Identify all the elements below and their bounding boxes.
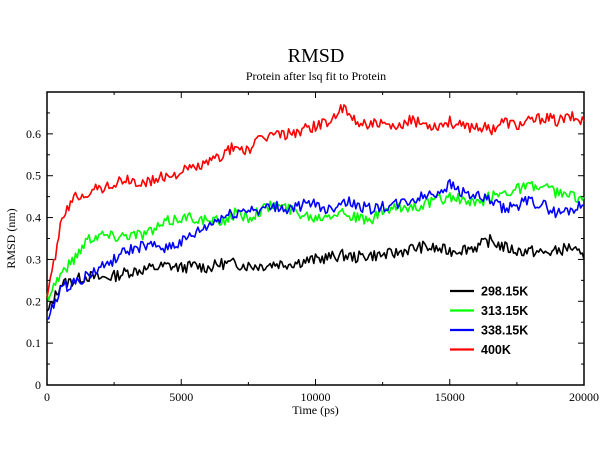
y-tick-label: 0.1 (26, 336, 41, 350)
x-tick-label: 0 (44, 390, 50, 404)
legend-label: 338.15K (481, 324, 528, 338)
y-tick-label: 0.2 (26, 294, 41, 308)
series-layer (46, 104, 585, 320)
series-line (46, 180, 585, 301)
series-line (46, 234, 585, 312)
legend-item: 298.15K (450, 285, 528, 299)
x-tick-label: 5000 (169, 390, 193, 404)
legend-item: 400K (450, 343, 511, 357)
legend-label: 298.15K (481, 285, 528, 299)
series-400K (46, 104, 585, 298)
legend-item: 338.15K (450, 324, 528, 338)
y-axis-label: RMSD (nm) (4, 208, 18, 268)
x-axis: 0 5000 10000 15000 20000 (44, 92, 599, 404)
series-line (46, 178, 585, 320)
legend-item: 313.15K (450, 304, 528, 318)
y-tick-label: 0.6 (26, 127, 41, 141)
chart-title: RMSD (288, 45, 345, 67)
y-tick-label: 0.4 (26, 211, 41, 225)
chart-subtitle: Protein after lsq fit to Protein (246, 69, 386, 83)
x-axis-label: Time (ps) (292, 403, 339, 417)
legend: 298.15K 313.15K 338.15K 400K (450, 285, 528, 357)
legend-label: 400K (481, 343, 511, 357)
x-tick-label: 20000 (569, 390, 599, 404)
legend-label: 313.15K (481, 304, 528, 318)
y-tick-label: 0.5 (26, 169, 41, 183)
y-axis: 0 0.1 0.2 0.3 0.4 0.5 0.6 (26, 112, 584, 392)
x-tick-label: 10000 (301, 390, 331, 404)
series-line (46, 104, 585, 298)
y-tick-label: 0.3 (26, 252, 41, 266)
series-338.15K (46, 178, 585, 320)
y-tick-label: 0 (35, 378, 41, 392)
x-tick-label: 15000 (435, 390, 465, 404)
series-313.15K (46, 180, 585, 301)
series-298.15K (46, 234, 585, 312)
